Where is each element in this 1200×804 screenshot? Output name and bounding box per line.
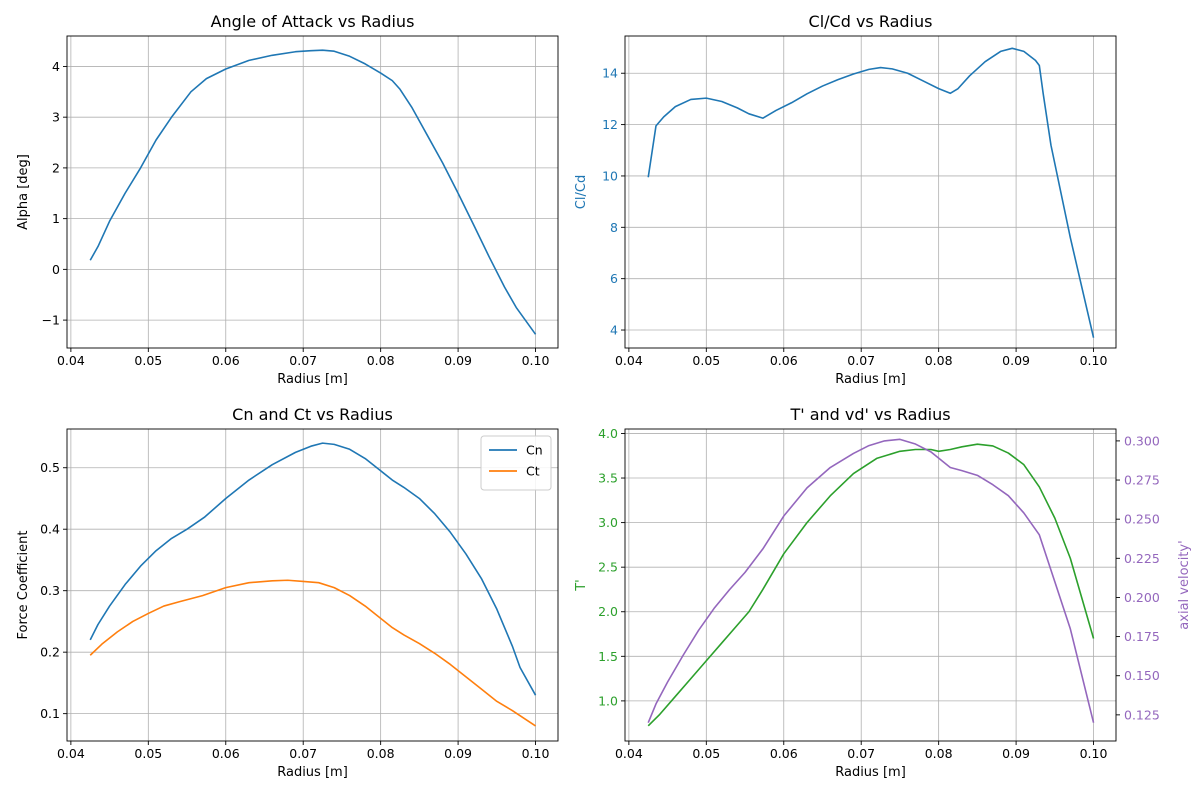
- chart-title: Cn and Ct vs Radius: [232, 405, 393, 424]
- x-axis-label: Radius [m]: [277, 765, 348, 780]
- y2-tick-label: 0.275: [1124, 473, 1160, 488]
- x-tick-label: 0.05: [134, 353, 162, 368]
- x-tick-label: 0.05: [692, 746, 720, 761]
- y-axis-label: Alpha [deg]: [16, 154, 31, 230]
- x-tick-label: 0.06: [212, 353, 240, 368]
- legend-label-ct: Ct: [526, 464, 540, 479]
- x-tick-label: 0.09: [444, 353, 472, 368]
- y-tick-label: 0.1: [40, 706, 60, 721]
- x-tick-label: 0.10: [522, 353, 550, 368]
- y-tick-label: 3: [52, 110, 60, 125]
- y-tick-label: 4: [52, 59, 60, 74]
- y-tick-label: 6: [610, 271, 618, 286]
- x-tick-label: 0.06: [212, 746, 240, 761]
- axes-frame: [66, 35, 559, 349]
- x-tick-label: 0.07: [289, 746, 317, 761]
- series-line-cn: [89, 442, 537, 696]
- x-tick-label: 0.07: [847, 746, 875, 761]
- chart-panel-4: 0.04 0.05 0.06 0.07 0.08 0.09 0.10 1.0 1.5 2.0 2.5…: [574, 405, 1192, 780]
- x-tick-label: 0.04: [615, 353, 643, 368]
- y-tick-label: 1: [52, 211, 60, 226]
- chart-panel-2: 0.04 0.05 0.06 0.07 0.08 0.09 0.10 4 6 8 10 12 14 Cl/…: [574, 12, 1117, 387]
- y-tick-label: 10: [602, 168, 618, 183]
- x-tick-label: 0.09: [1002, 746, 1030, 761]
- y2-tick-label: 0.300: [1124, 433, 1160, 448]
- x-tick-label: 0.08: [367, 746, 395, 761]
- y2-tick-label: 0.125: [1124, 707, 1160, 722]
- y-tick-label: 2.0: [598, 604, 618, 619]
- chart-title: T' and vd' vs Radius: [789, 405, 950, 424]
- legend: Cn Ct: [480, 435, 552, 491]
- x-tick-label: 0.05: [692, 353, 720, 368]
- y-tick-label: 3.0: [598, 515, 618, 530]
- series-line-2: [647, 438, 1095, 723]
- y-tick-label: 3.5: [598, 471, 618, 486]
- x-tick-label: 0.09: [1002, 353, 1030, 368]
- y-tick-label: 2: [52, 160, 60, 175]
- series-line-1: [647, 47, 1095, 338]
- x-tick-label: 0.07: [847, 353, 875, 368]
- x-axis-label: Radius [m]: [835, 765, 906, 780]
- x-tick-label: 0.04: [57, 746, 85, 761]
- y-axis-label: Force Coefficient: [16, 531, 31, 640]
- x-tick-label: 0.10: [522, 746, 550, 761]
- x-tick-label: 0.06: [770, 746, 798, 761]
- y-tick-label: 12: [602, 117, 618, 132]
- chart-panel-3: 0.04 0.05 0.06 0.07 0.08 0.09 0.10 0.1 0.2 0.3 0.4…: [16, 405, 559, 780]
- y2-axis-label: axial velocity': [1177, 540, 1192, 629]
- legend-label-cn: Cn: [526, 443, 543, 458]
- series-line-1: [89, 49, 537, 335]
- y-tick-label: 0: [52, 262, 60, 277]
- y-tick-label: 0.2: [40, 645, 60, 660]
- x-tick-label: 0.09: [444, 746, 472, 761]
- y-tick-label: 0.5: [40, 460, 60, 475]
- y-tick-label: −1: [42, 313, 60, 328]
- x-tick-label: 0.10: [1080, 353, 1108, 368]
- x-axis-label: Radius [m]: [277, 372, 348, 387]
- x-tick-label: 0.04: [615, 746, 643, 761]
- y2-tick-label: 0.225: [1124, 551, 1160, 566]
- x-tick-label: 0.08: [925, 746, 953, 761]
- x-tick-label: 0.04: [57, 353, 85, 368]
- y2-tick-label: 0.150: [1124, 668, 1160, 683]
- series-line-1: [647, 443, 1095, 727]
- chart-title: Angle of Attack vs Radius: [211, 12, 415, 31]
- y-tick-label: 1.0: [598, 693, 618, 708]
- chart-title: Cl/Cd vs Radius: [809, 12, 933, 31]
- y-axis-label: Cl/Cd: [574, 175, 589, 209]
- x-tick-label: 0.05: [134, 746, 162, 761]
- y-tick-label: 0.3: [40, 583, 60, 598]
- y-tick-label: 8: [610, 220, 618, 235]
- y-tick-label: 14: [602, 66, 618, 81]
- chart-panel-1: 0.04 0.05 0.06 0.07 0.08 0.09 0.10 −1 0 1 2 3 4 Angle…: [16, 12, 559, 387]
- x-tick-label: 0.08: [925, 353, 953, 368]
- x-tick-label: 0.07: [289, 353, 317, 368]
- y-tick-label: 0.4: [40, 522, 60, 537]
- axes-frame: [624, 428, 1117, 742]
- y2-tick-label: 0.175: [1124, 629, 1160, 644]
- y-tick-label: 4: [610, 323, 618, 338]
- series-line-ct: [89, 579, 536, 727]
- y-tick-label: 1.5: [598, 649, 618, 664]
- y-tick-label: 4.0: [598, 426, 618, 441]
- y-tick-label: 2.5: [598, 560, 618, 575]
- x-tick-label: 0.06: [770, 353, 798, 368]
- x-tick-label: 0.10: [1080, 746, 1108, 761]
- y2-tick-label: 0.200: [1124, 590, 1160, 605]
- x-axis-label: Radius [m]: [835, 372, 906, 387]
- x-tick-label: 0.08: [367, 353, 395, 368]
- axes-frame: [66, 428, 559, 742]
- y-axis-label: T': [574, 579, 589, 592]
- y2-tick-label: 0.250: [1124, 512, 1160, 527]
- axes-frame: [624, 35, 1117, 349]
